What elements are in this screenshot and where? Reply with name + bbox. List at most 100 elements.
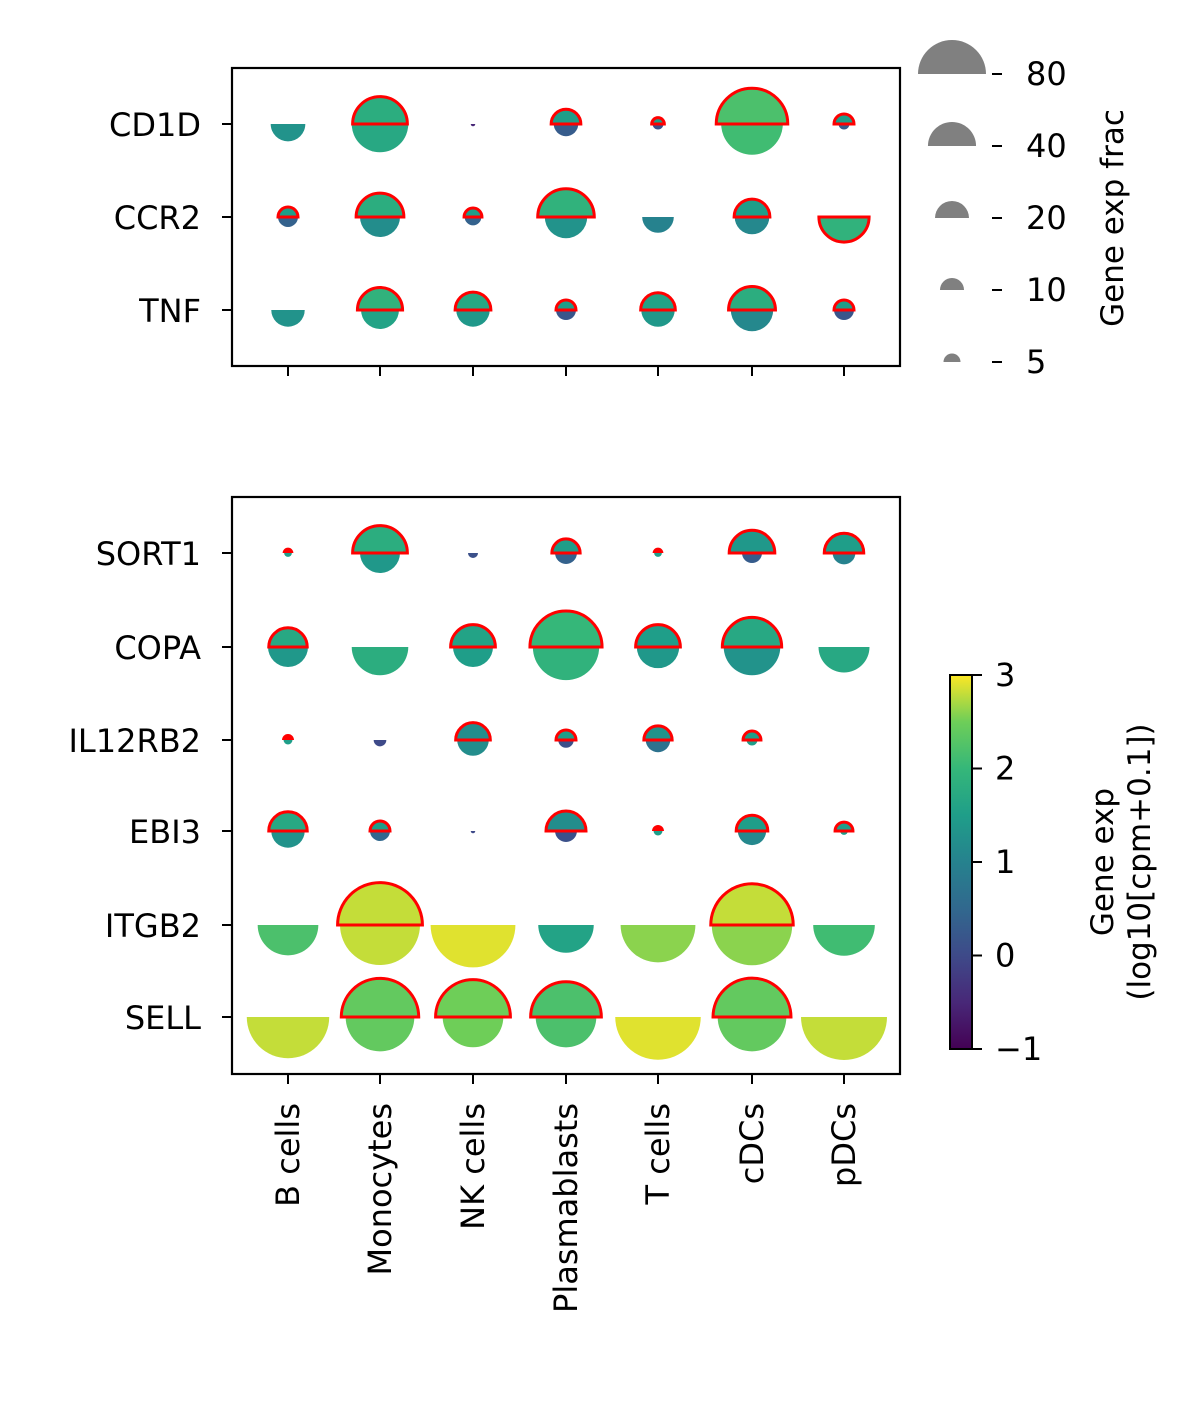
upper-half-marker: [554, 728, 578, 742]
dot-copa-b-cells: [267, 626, 309, 667]
lower-half-marker: [556, 310, 576, 320]
dot-cd1d-cdcs: [714, 86, 790, 155]
lower-half-marker: [442, 1017, 504, 1048]
lower-half-marker: [544, 217, 588, 239]
lower-half-marker: [351, 124, 409, 153]
dot-sell-monocytes: [339, 976, 421, 1052]
lower-half-marker: [464, 217, 482, 226]
size-legend: 80 40 20 10 5: [918, 40, 1067, 381]
colorbar: 3 2 1 0 −1: [949, 656, 1042, 1068]
lower-half-marker: [645, 740, 671, 753]
dot-ccr2-pdcs: [817, 215, 871, 244]
upper-half-marker: [732, 197, 772, 219]
lower-half-marker: [457, 740, 489, 756]
upper-half-marker: [549, 107, 583, 126]
lower-half-marker: [468, 553, 478, 558]
upper-half-marker: [652, 825, 664, 831]
dot-sort1-nk-cells: [468, 553, 478, 558]
lower-half-marker: [734, 217, 770, 235]
upper-half-marker: [453, 290, 493, 312]
size-legend-marker-5: [943, 353, 961, 362]
dot-tnf-monocytes: [355, 285, 405, 329]
upper-half-marker: [833, 820, 855, 833]
colorbar-tick-label-1: 2: [995, 750, 1015, 788]
size-legend-label-80: 80: [1026, 55, 1067, 93]
lower-half-marker: [538, 925, 594, 953]
dot-cd1d-nk-cells: [470, 124, 476, 127]
size-legend-label-5: 5: [1026, 343, 1046, 381]
lower-half-marker: [711, 925, 793, 966]
dot-ebi3-b-cells: [267, 810, 309, 848]
size-legend-title: Gene exp frac: [1095, 109, 1131, 327]
dot-sort1-b-cells: [282, 547, 294, 557]
dot-il12rb2-cdcs: [741, 729, 763, 746]
upper-half-marker: [817, 215, 871, 244]
lower-half-marker: [278, 217, 298, 227]
upper-half-marker: [351, 524, 409, 555]
x-tick-label-t-cells: T cells: [639, 1103, 677, 1205]
lower-half-marker: [737, 831, 767, 846]
dot-cd1d-b-cells: [270, 124, 306, 142]
dot-ebi3-t-cells: [652, 825, 664, 836]
upper-half-marker: [652, 547, 664, 553]
dot-tnf-plasmablasts: [554, 298, 578, 320]
y-tick-label-tnf: TNF: [138, 292, 201, 330]
size-legend-marker-20: [935, 201, 969, 218]
dot-itgb2-plasmablasts: [538, 925, 594, 953]
lower-half-marker: [283, 740, 293, 745]
x-tick-label-cdcs: cDCs: [733, 1103, 771, 1184]
dot-sell-pdcs: [801, 1017, 887, 1060]
dot-itgb2-cdcs: [709, 882, 795, 966]
size-legend-label-10: 10: [1026, 271, 1067, 309]
dot-copa-monocytes: [351, 647, 409, 676]
size-legend-label-40: 40: [1026, 127, 1067, 165]
upper-half-marker: [554, 298, 578, 312]
dot-ccr2-cdcs: [732, 197, 772, 235]
upper-half-marker: [282, 734, 294, 740]
upper-half-marker: [544, 809, 588, 833]
upper-half-marker: [454, 721, 492, 742]
dot-sort1-cdcs: [727, 528, 777, 563]
lower-half-marker: [615, 1017, 701, 1060]
dot-cd1d-monocytes: [351, 95, 409, 153]
dot-il12rb2-t-cells: [642, 724, 674, 753]
lower-half-marker: [813, 925, 875, 956]
dot-sell-t-cells: [615, 1017, 701, 1060]
y-tick-label-ccr2: CCR2: [114, 199, 201, 237]
upper-half-marker: [276, 205, 300, 219]
dot-ebi3-plasmablasts: [544, 809, 588, 842]
x-tick-label-pdcs: pDCs: [825, 1103, 863, 1187]
upper-half-marker: [711, 976, 793, 1019]
upper-half-marker: [832, 298, 856, 312]
upper-half-marker: [550, 537, 582, 555]
lower-half-marker: [246, 1017, 330, 1059]
lower-half-marker: [535, 1017, 597, 1048]
dot-tnf-cdcs: [727, 285, 777, 332]
dot-sell-plasmablasts: [529, 980, 603, 1048]
dot-il12rb2-monocytes: [373, 740, 387, 747]
lower-half-marker: [555, 831, 577, 842]
lower-half-marker: [370, 831, 390, 841]
lower-half-marker: [717, 1017, 787, 1052]
dot-cd1d-pdcs: [832, 112, 856, 130]
upper-half-marker: [434, 978, 512, 1019]
lower-half-marker: [730, 310, 774, 332]
lower-half-marker: [653, 831, 663, 836]
y-tick-label-sell: SELL: [125, 999, 201, 1037]
colorbar-tick-label-3: 0: [995, 937, 1015, 975]
lower-half-marker: [470, 124, 476, 127]
lower-half-marker: [430, 925, 516, 968]
upper-half-marker: [727, 528, 777, 555]
upper-half-marker: [741, 729, 763, 742]
dot-sort1-t-cells: [652, 547, 664, 557]
dot-cd1d-plasmablasts: [549, 107, 583, 137]
dot-il12rb2-b-cells: [282, 734, 294, 745]
lower-half-marker: [453, 647, 493, 667]
lower-half-marker: [270, 124, 306, 142]
upper-half-marker: [642, 724, 674, 742]
dot-ccr2-plasmablasts: [536, 187, 596, 239]
size-legend-marker-10: [939, 277, 965, 290]
lower-half-marker: [456, 310, 490, 327]
y-tick-label-itgb2: ITGB2: [105, 907, 201, 945]
dot-sort1-pdcs: [822, 531, 866, 565]
